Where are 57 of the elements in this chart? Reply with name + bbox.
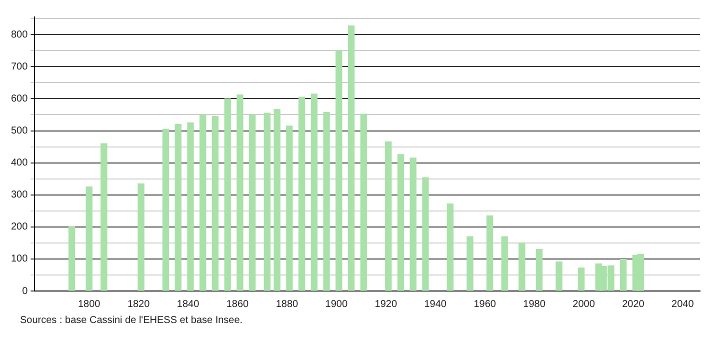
bar (298, 96, 306, 291)
x-tick-label: 1940 (424, 298, 447, 310)
x-tick-label: 2000 (572, 298, 596, 310)
bar (174, 124, 182, 291)
bar (385, 141, 392, 291)
bar (323, 112, 330, 291)
bar (162, 128, 170, 291)
bar (336, 50, 342, 291)
source-note: Sources : base Cassini de l'EHESS et base Insee. (20, 315, 244, 326)
bar (274, 108, 280, 291)
y-tick-label: 800 (10, 29, 28, 40)
bar (68, 226, 76, 291)
y-tick-label: 400 (10, 158, 28, 169)
bar (264, 112, 271, 291)
x-tick-label: 1800 (78, 298, 101, 310)
y-tick-label: 300 (10, 190, 28, 201)
bar (410, 158, 416, 291)
x-tick-label: 1840 (176, 298, 200, 310)
bar (501, 236, 508, 291)
x-tick-label: 1920 (374, 298, 398, 310)
bar (518, 242, 526, 291)
bar (466, 236, 474, 291)
bar (286, 126, 293, 291)
bar (556, 262, 562, 291)
y-tick-label: 0 (22, 286, 28, 297)
bar (100, 143, 108, 291)
y-tick-label: 200 (10, 222, 28, 233)
bar (422, 177, 429, 291)
bar (486, 215, 494, 291)
y-tick-label: 600 (10, 93, 28, 104)
bar (200, 114, 206, 291)
x-tick-label: 2040 (672, 298, 694, 310)
x-tick-label: 1900 (325, 298, 348, 310)
x-tick-label: 2020 (622, 298, 645, 310)
bar (620, 258, 627, 291)
x-tick-label: 1820 (127, 298, 150, 310)
bar (397, 154, 404, 291)
x-tick-label: 1960 (474, 298, 496, 310)
bar (138, 183, 144, 291)
bar (446, 204, 454, 291)
x-tick-label: 1860 (226, 298, 250, 310)
bar (348, 25, 355, 291)
x-tick-label: 1880 (276, 298, 299, 310)
bar (536, 249, 543, 291)
bar (236, 94, 244, 291)
bar (578, 268, 585, 291)
bar (360, 114, 367, 291)
bar (212, 116, 219, 291)
bar (249, 114, 256, 291)
y-tick-label: 100 (10, 254, 28, 265)
bar (310, 94, 318, 291)
y-tick-label: 700 (10, 61, 28, 72)
bar (224, 98, 231, 291)
bar (187, 122, 194, 291)
bar (86, 186, 92, 291)
y-tick-label: 500 (10, 126, 28, 137)
x-tick-label: 1980 (523, 298, 546, 310)
